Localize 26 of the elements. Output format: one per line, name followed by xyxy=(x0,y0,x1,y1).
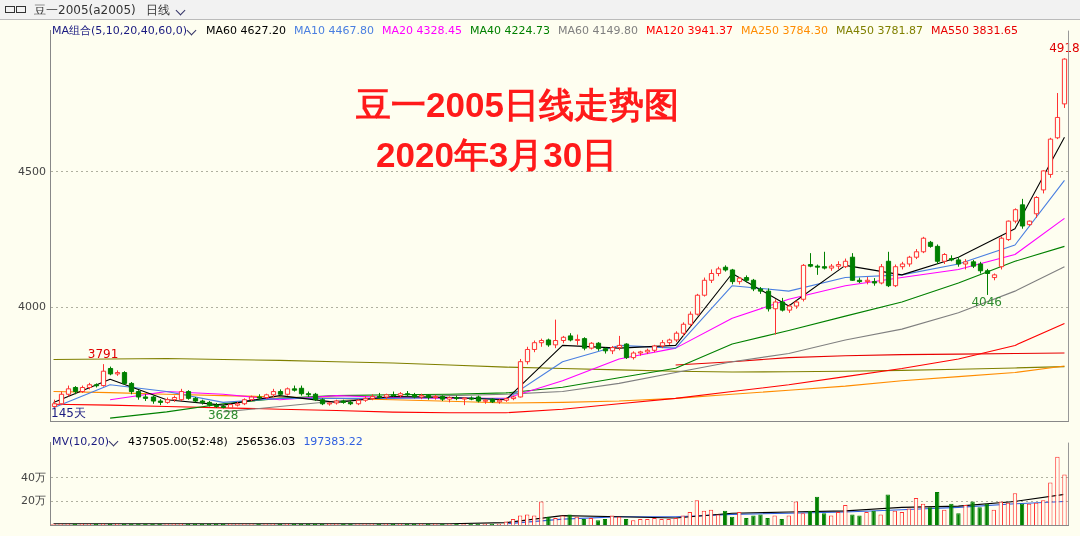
y-tick-label: 4000 xyxy=(18,300,46,314)
text: MA450 3781.87 xyxy=(836,24,924,37)
annotation: 145天 xyxy=(51,405,86,420)
text: MA40 4224.73 xyxy=(470,24,551,37)
text: MA10 4467.80 xyxy=(294,24,375,37)
annotation: 3791 xyxy=(87,347,119,362)
annotation: 437505.00(52:48) xyxy=(128,435,228,448)
text: MA550 3831.65 xyxy=(931,24,1019,37)
text: 豆一2005日线走势图 xyxy=(356,84,679,126)
annotation: MA组合(5,10,20,40,60,0) xyxy=(52,23,188,38)
text: 256536.03 xyxy=(235,435,296,448)
annotation: 3628 xyxy=(207,408,239,423)
text: MA250 3784.30 xyxy=(741,24,829,37)
y-tick-label: 4500 xyxy=(18,164,46,178)
text: 197383.22 xyxy=(303,435,363,448)
text: 2020年3月30日 xyxy=(376,134,618,176)
y-tick-label: 20万 xyxy=(21,494,46,508)
annotation: MV(10,20) xyxy=(52,435,110,448)
text: 豆一2005(a2005) xyxy=(34,2,136,19)
text: 日线 xyxy=(146,2,170,19)
annotation: 4046 xyxy=(971,295,1002,310)
y-tick-label: 40万 xyxy=(21,470,46,484)
text: MA60 4627.20 xyxy=(206,24,287,37)
text: MA120 3941.37 xyxy=(646,24,734,37)
text: MA60 4149.80 xyxy=(558,24,639,37)
text: MA20 4328.45 xyxy=(382,24,463,37)
